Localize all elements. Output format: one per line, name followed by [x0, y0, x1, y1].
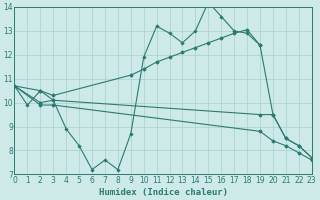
X-axis label: Humidex (Indice chaleur): Humidex (Indice chaleur): [99, 188, 228, 197]
